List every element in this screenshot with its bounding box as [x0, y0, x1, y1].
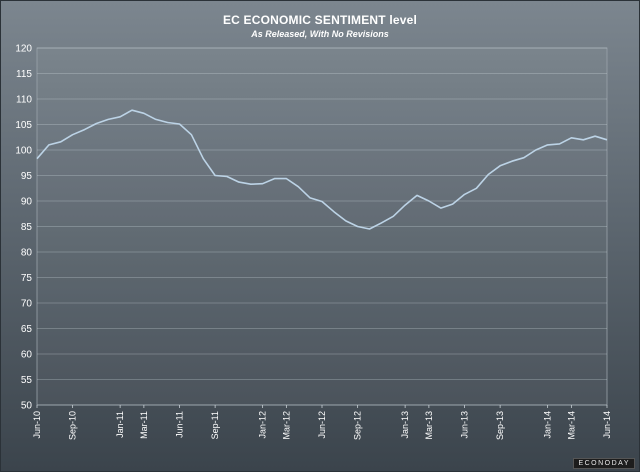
- y-tick-label: 110: [16, 95, 32, 106]
- x-tick-label: Mar-12: [281, 411, 291, 440]
- x-tick-label: Sep-13: [495, 411, 505, 440]
- series-line: [36, 109, 608, 230]
- x-tick-label: Jun-13: [460, 411, 470, 439]
- x-tick-label: Jan-14: [543, 411, 553, 439]
- x-tick-label: Mar-13: [424, 411, 434, 440]
- x-tick-label: Sep-10: [68, 411, 78, 440]
- x-tick-label: Mar-11: [139, 411, 149, 439]
- y-tick-label: 60: [21, 350, 33, 361]
- y-tick-label: 50: [21, 401, 33, 412]
- y-tick-label: 115: [16, 69, 32, 80]
- x-tick-label: Jun-11: [175, 411, 185, 438]
- y-tick-label: 70: [21, 299, 33, 310]
- y-tick-label: 105: [15, 120, 32, 131]
- x-tick-label: Jan-11: [115, 411, 125, 438]
- y-tick-label: 120: [15, 44, 32, 55]
- y-tick-label: 55: [21, 375, 33, 386]
- x-tick-label: Jun-14: [602, 411, 612, 439]
- x-tick-label: Jun-10: [32, 411, 42, 439]
- y-tick-label: 65: [21, 324, 33, 335]
- y-tick-label: 90: [21, 197, 33, 208]
- chart-title: EC ECONOMIC SENTIMENT level: [222, 13, 418, 27]
- plot-area: [36, 47, 608, 406]
- y-tick-label: 100: [15, 146, 32, 157]
- x-tick-label: Jan-13: [400, 411, 410, 439]
- x-tick-label: Mar-14: [566, 411, 576, 440]
- y-tick-label: 80: [21, 248, 33, 259]
- x-tick-label: Sep-11: [210, 411, 220, 439]
- brand-logo: ECONODAY: [573, 458, 635, 469]
- x-tick-label: Jun-12: [317, 411, 327, 439]
- y-tick-label: 75: [21, 273, 33, 284]
- x-tick-label: Jan-12: [258, 411, 268, 439]
- y-tick-label: 85: [21, 222, 33, 233]
- chart-subtitle: As Released, With No Revisions: [251, 29, 389, 39]
- x-tick-label: Sep-12: [353, 411, 363, 440]
- y-tick-label: 95: [21, 171, 33, 182]
